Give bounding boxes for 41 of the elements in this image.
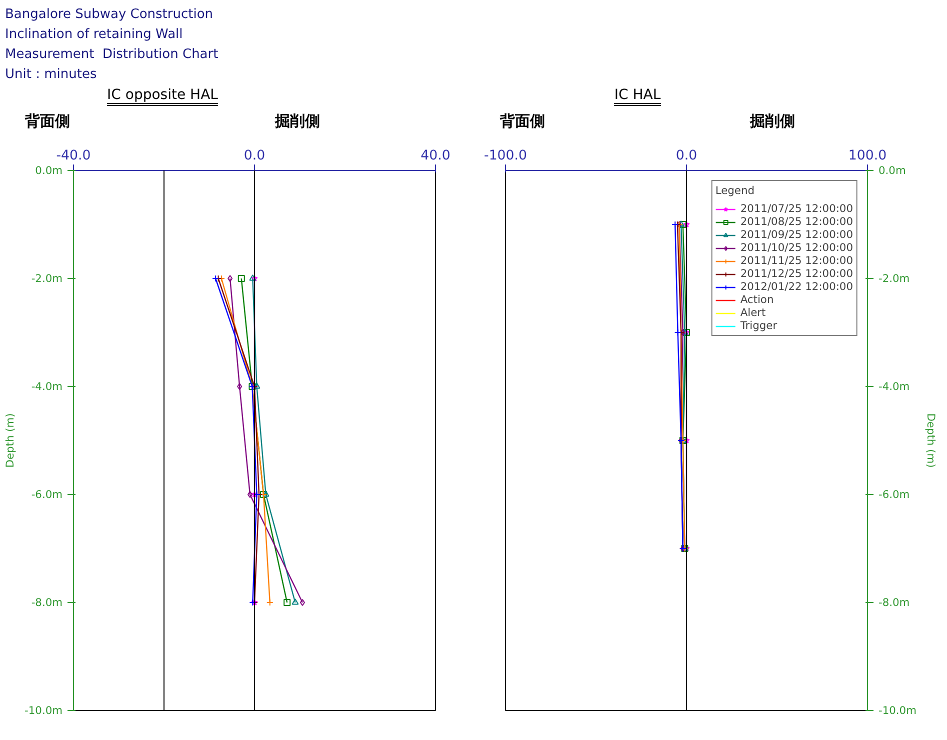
y-tick-label: -4.0m	[31, 380, 63, 393]
text: Unit : minutes	[5, 66, 98, 84]
y-tick-label: -8.0m	[878, 596, 910, 609]
text: 掘削側	[750, 111, 795, 131]
x-tick-label: 0.0	[676, 148, 698, 164]
text: Measurement Distribution Chart	[5, 46, 220, 64]
text: 掘削側	[275, 111, 320, 131]
legend-title: Legend	[715, 184, 756, 197]
x-tick-label: 0.0	[244, 148, 266, 164]
x-tick-label: 100.0	[848, 148, 887, 164]
legend-label: 2011/12/25 12:00:00	[740, 267, 853, 280]
text: 背面側	[25, 111, 71, 131]
y-tick-label: -8.0m	[31, 596, 63, 609]
legend-label: 2011/09/25 12:00:00	[740, 228, 853, 241]
legend-label: Trigger	[740, 319, 778, 332]
y-tick-label: -6.0m	[878, 488, 910, 501]
text: Inclination of retaining Wall	[5, 26, 184, 44]
chart-title: IC opposite HAL	[107, 87, 218, 106]
legend-label: 2011/11/25 12:00:00	[740, 254, 853, 267]
y-tick-label: -2.0m	[31, 272, 63, 285]
chart-title: IC HAL	[614, 87, 661, 106]
y-axis-title: Depth (m)	[924, 413, 938, 468]
y-tick-label: 0.0m	[878, 164, 906, 177]
y-tick-label: -4.0m	[878, 380, 910, 393]
legend-label: 2012/01/22 12:00:00	[740, 280, 853, 293]
legend-label: Action	[740, 293, 774, 306]
y-tick-label: -10.0m	[24, 704, 62, 717]
legend-label: 2011/10/25 12:00:00	[740, 241, 853, 254]
y-axis-title: Depth (m)	[4, 413, 17, 468]
legend-label: Alert	[740, 306, 766, 319]
x-tick-label: 40.0	[420, 148, 450, 164]
x-tick-label: -100.0	[484, 148, 527, 164]
y-tick-label: 0.0m	[35, 164, 62, 177]
text: Bangalore Subway Construction	[5, 6, 214, 24]
legend-label: 2011/07/25 12:00:00	[740, 202, 853, 215]
y-tick-label: -2.0m	[878, 272, 910, 285]
y-tick-label: -6.0m	[31, 488, 63, 501]
legend-label: 2011/08/25 12:00:00	[740, 215, 853, 228]
y-tick-label: -10.0m	[878, 704, 916, 717]
text: 背面側	[500, 111, 546, 131]
x-tick-label: -40.0	[56, 148, 91, 164]
